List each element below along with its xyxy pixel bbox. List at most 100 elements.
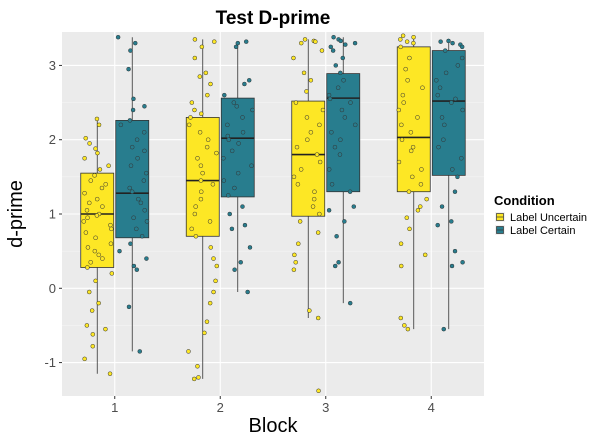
- data-point: [233, 44, 239, 50]
- data-point: [127, 118, 133, 123]
- data-point: [398, 37, 403, 42]
- data-point: [141, 178, 147, 183]
- data-point: [420, 85, 425, 90]
- data-point: [192, 211, 198, 217]
- data-point: [82, 156, 87, 161]
- data-point: [334, 234, 339, 239]
- data-point: [225, 122, 230, 128]
- data-point: [398, 315, 404, 321]
- data-point: [193, 234, 199, 239]
- data-point: [83, 135, 88, 141]
- data-point: [326, 92, 332, 98]
- data-point: [291, 267, 297, 272]
- y-tick-label: -1: [44, 355, 56, 370]
- data-point: [459, 55, 465, 61]
- data-point: [199, 111, 204, 116]
- chart-title: Test D-prime: [216, 8, 331, 29]
- data-point: [222, 92, 227, 98]
- data-point: [407, 55, 412, 61]
- data-point: [446, 38, 451, 44]
- data-point: [443, 70, 449, 76]
- data-point: [221, 156, 226, 161]
- data-point: [199, 189, 204, 194]
- data-point: [452, 189, 458, 194]
- data-point: [189, 100, 195, 105]
- data-point: [211, 289, 216, 295]
- data-point: [108, 222, 113, 228]
- legend-label: Label Uncertain: [510, 212, 587, 224]
- data-point: [94, 116, 100, 122]
- data-point: [317, 211, 322, 217]
- data-point: [319, 48, 325, 53]
- data-point: [186, 349, 191, 354]
- data-point: [196, 375, 201, 380]
- data-point: [293, 100, 299, 105]
- data-point: [342, 115, 348, 120]
- y-axis-title: d-prime: [5, 180, 27, 248]
- data-point: [439, 115, 445, 120]
- data-point: [455, 174, 460, 180]
- data-point: [340, 55, 346, 61]
- data-point: [307, 308, 312, 313]
- y-axis: -1 0 1 2 3: [44, 58, 62, 370]
- data-point: [437, 85, 443, 90]
- data-point: [195, 156, 200, 161]
- y-tick-label: 1: [49, 207, 56, 222]
- data-point: [304, 115, 310, 120]
- data-point: [204, 144, 210, 150]
- data-point: [405, 78, 410, 83]
- data-point: [353, 122, 358, 128]
- data-point: [142, 208, 147, 213]
- data-point: [126, 66, 131, 72]
- data-point: [82, 356, 87, 362]
- data-point: [240, 115, 245, 120]
- data-point: [236, 141, 241, 146]
- data-point: [207, 219, 213, 224]
- data-point: [424, 196, 429, 202]
- data-point: [338, 70, 343, 76]
- data-point: [408, 130, 414, 135]
- data-point: [225, 133, 231, 139]
- data-point: [117, 248, 122, 254]
- data-point: [332, 144, 338, 150]
- data-point: [326, 167, 332, 172]
- box: [220, 97, 255, 198]
- data-point: [93, 278, 98, 284]
- data-point: [405, 326, 411, 332]
- data-point: [441, 137, 446, 142]
- data-point: [100, 204, 105, 209]
- data-point: [197, 130, 203, 135]
- data-point: [250, 107, 255, 113]
- data-point: [103, 182, 108, 187]
- data-point: [247, 245, 253, 250]
- data-point: [297, 219, 303, 224]
- legend-title: Condition: [494, 193, 555, 208]
- data-point: [137, 349, 143, 354]
- data-point: [404, 39, 410, 44]
- data-point: [347, 300, 353, 306]
- data-point: [88, 178, 94, 183]
- data-point: [142, 104, 147, 109]
- data-point: [195, 364, 200, 369]
- data-point: [336, 260, 341, 265]
- data-point: [314, 152, 320, 157]
- data-point: [96, 122, 102, 128]
- data-point: [84, 323, 90, 328]
- data-point: [128, 48, 133, 53]
- data-point: [400, 33, 406, 38]
- data-point: [439, 204, 445, 209]
- data-point: [435, 92, 441, 98]
- data-point: [134, 137, 140, 142]
- data-point: [229, 148, 235, 154]
- data-point: [299, 40, 304, 46]
- data-point: [128, 163, 134, 168]
- data-point: [304, 89, 309, 94]
- data-point: [441, 326, 447, 332]
- data-point: [328, 44, 334, 50]
- data-point: [460, 107, 465, 113]
- data-point: [438, 39, 443, 44]
- data-point: [415, 208, 421, 213]
- data-point: [331, 34, 336, 40]
- data-point: [198, 163, 204, 168]
